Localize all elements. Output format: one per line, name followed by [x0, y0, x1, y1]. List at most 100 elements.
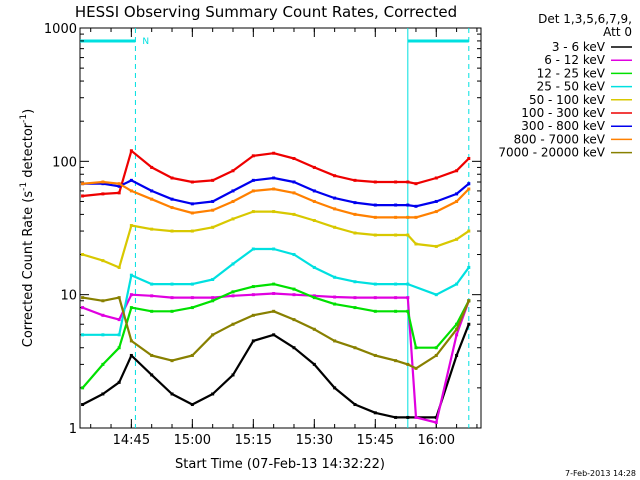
series-point [101, 180, 105, 184]
y-axis-label-mid: detector [21, 122, 36, 182]
series-point [101, 362, 105, 366]
series-point [190, 282, 194, 286]
series-point [81, 386, 85, 390]
series-point [101, 259, 105, 263]
series-point [272, 187, 276, 191]
legend-label: 50 - 100 keV [529, 93, 606, 107]
series-point [251, 154, 255, 158]
series-point [373, 296, 377, 300]
series-point [272, 151, 276, 155]
series-point [117, 191, 121, 195]
series-point [455, 322, 459, 326]
series-point [150, 197, 154, 201]
series-point [211, 208, 215, 212]
series-point [211, 333, 215, 337]
x-axis-label: Start Time (07-Feb-13 14:32:22) [175, 457, 385, 472]
series-point [190, 180, 194, 184]
series-line [82, 210, 470, 269]
series-line [82, 149, 470, 198]
series-point [406, 362, 410, 366]
series-point [272, 282, 276, 286]
series-point [251, 247, 255, 251]
series-point [81, 306, 85, 310]
series-point [170, 282, 174, 286]
series-point [170, 176, 174, 180]
y-tick-label: 100 [52, 155, 77, 170]
series-point [455, 169, 459, 173]
series-point [231, 290, 235, 294]
series-point [414, 215, 418, 219]
series-point [292, 318, 296, 322]
series-point [129, 149, 133, 153]
series-point [190, 211, 194, 215]
series-point [101, 182, 105, 186]
legend-label: 12 - 25 keV [537, 66, 606, 80]
series-point [434, 176, 438, 180]
series-point [455, 327, 459, 331]
series-point [81, 253, 85, 257]
series-point [467, 182, 471, 186]
series-point [353, 231, 357, 235]
series-point [353, 212, 357, 216]
plot-area: N 14:45 15:00 15:15 15:30 15:45 16:00 1 10 100 100… [44, 22, 482, 448]
series-point [150, 353, 154, 357]
series-point [101, 192, 105, 196]
series-point [231, 169, 235, 173]
series-point [231, 199, 235, 203]
series-point [292, 212, 296, 216]
series-point [190, 229, 194, 233]
series-point [414, 366, 418, 370]
series-point [129, 339, 133, 343]
series-point [129, 189, 133, 193]
series-point [170, 309, 174, 313]
legend-label: 6 - 12 keV [544, 53, 606, 67]
series-point [467, 157, 471, 161]
series-point [251, 189, 255, 193]
series-point [455, 282, 459, 286]
series-point [129, 293, 133, 297]
series-point [333, 196, 337, 200]
series-point [251, 293, 255, 297]
series-point [117, 182, 121, 186]
y-tick-label: 1 [69, 422, 77, 437]
series-point [170, 229, 174, 233]
series-point [333, 174, 337, 178]
series-point [190, 202, 194, 206]
series-point [101, 333, 105, 337]
series-point [272, 247, 276, 251]
y-tick-label: 1000 [44, 22, 77, 37]
series-point [272, 309, 276, 313]
series-point [467, 229, 471, 233]
flag-label: N [142, 37, 149, 47]
series-point [81, 403, 85, 407]
series-line [82, 292, 470, 424]
series-point [434, 244, 438, 248]
series-point [129, 306, 133, 310]
series-point [455, 237, 459, 241]
series-point [373, 180, 377, 184]
chart-title: HESSI Observing Summary Count Rates, Cor… [75, 3, 457, 21]
series-point [414, 242, 418, 246]
legend-label: 100 - 300 keV [521, 106, 605, 120]
series-point [312, 327, 316, 331]
series-point [312, 294, 316, 298]
series-point [467, 187, 471, 191]
series-line [81, 283, 470, 389]
series-point [101, 299, 105, 303]
series-point [292, 346, 296, 350]
y-axis-label-sup-2: -1 [19, 114, 29, 123]
series-point [251, 339, 255, 343]
series-point [292, 287, 296, 291]
series-point [272, 292, 276, 296]
plot-frame [79, 27, 482, 429]
series-point [406, 233, 410, 237]
series-point [373, 411, 377, 415]
y-axis-label-end: ) [21, 109, 36, 114]
series-point [231, 373, 235, 377]
series-point [231, 262, 235, 266]
series-point [117, 296, 121, 300]
series-point [190, 306, 194, 310]
series-point [272, 176, 276, 180]
series-point [394, 359, 398, 363]
series-point [434, 415, 438, 419]
